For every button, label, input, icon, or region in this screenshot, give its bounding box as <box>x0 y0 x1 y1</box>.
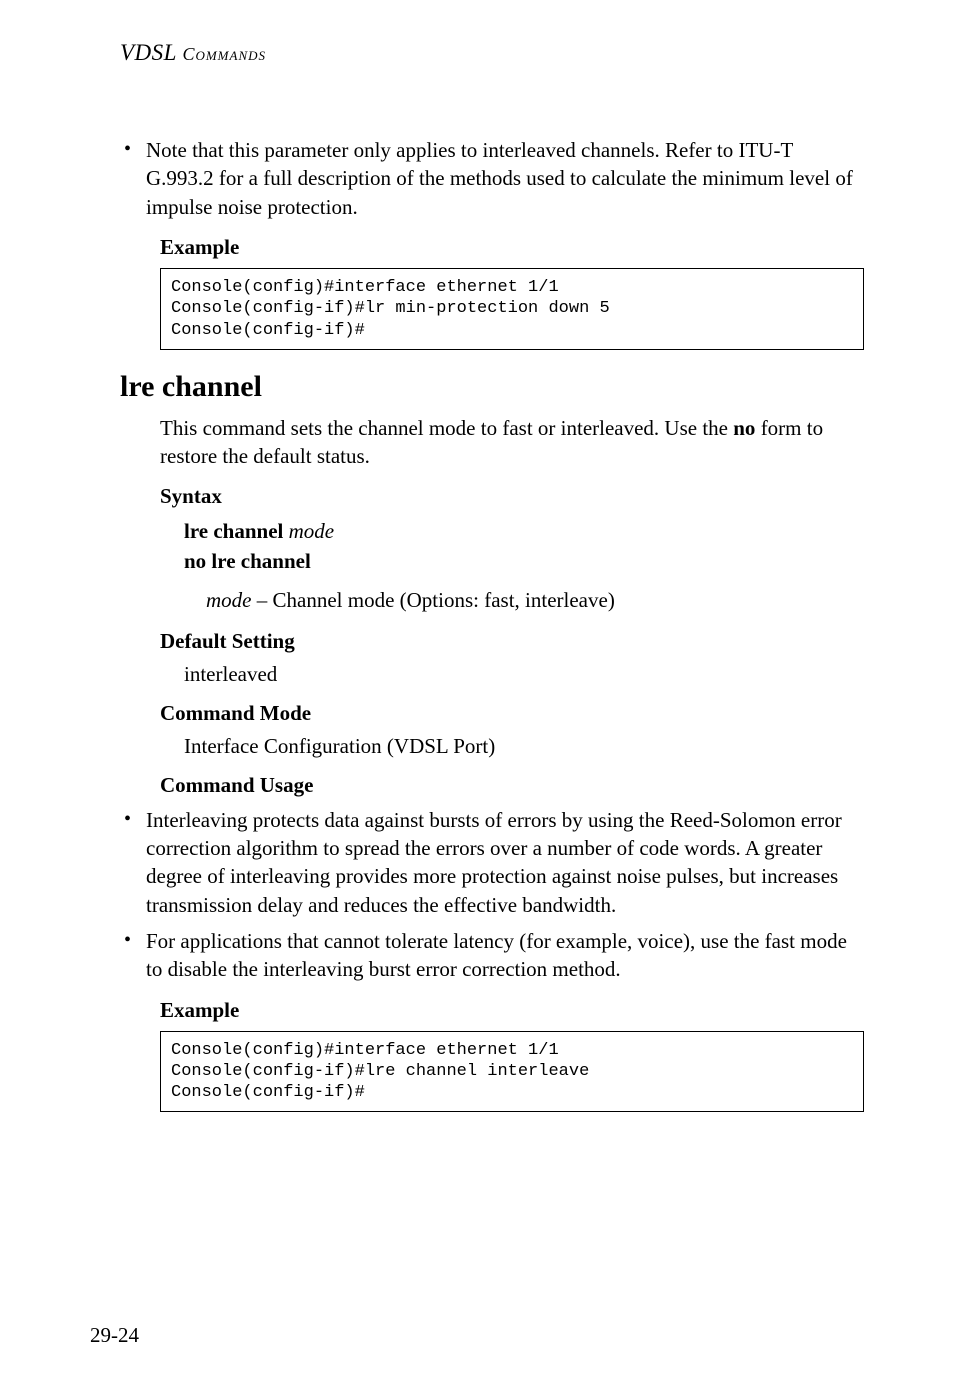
default-label: Default Setting <box>160 629 864 654</box>
cmdmode-label: Command Mode <box>160 701 864 726</box>
intro-bold: no <box>733 416 755 440</box>
syntax-arg-1: mode <box>283 519 334 543</box>
usage-bullet-1: Interleaving protects data against burst… <box>120 806 864 919</box>
default-value: interleaved <box>184 662 864 687</box>
syntax-line-2: no lre channel <box>184 547 864 576</box>
code-block-1: Console(config)#interface ethernet 1/1 C… <box>160 268 864 350</box>
arg-desc: – Channel mode (Options: fast, interleav… <box>252 588 615 612</box>
code-block-2: Console(config)#interface ethernet 1/1 C… <box>160 1031 864 1113</box>
page-number: 29-24 <box>90 1323 139 1348</box>
example-label-2: Example <box>160 998 864 1023</box>
running-header: VDSL Commands <box>120 40 864 66</box>
page: VDSL Commands Note that this parameter o… <box>0 0 954 1388</box>
example-label-1: Example <box>160 235 864 260</box>
syntax-cmd-2: no lre channel <box>184 549 311 573</box>
syntax-block: lre channel mode no lre channel <box>184 517 864 576</box>
syntax-cmd-1: lre channel <box>184 519 283 543</box>
top-bullet-list: Note that this parameter only applies to… <box>120 136 864 221</box>
arg-name: mode <box>206 588 252 612</box>
cmdmode-value: Interface Configuration (VDSL Port) <box>184 734 864 759</box>
arg-desc-block: mode – Channel mode (Options: fast, inte… <box>206 586 864 614</box>
header-title-smallcaps: Commands <box>177 44 266 64</box>
section-intro: This command sets the channel mode to fa… <box>160 414 864 471</box>
section-title: lre channel <box>120 370 864 404</box>
top-bullet-item: Note that this parameter only applies to… <box>120 136 864 221</box>
intro-pre: This command sets the channel mode to fa… <box>160 416 733 440</box>
syntax-label: Syntax <box>160 484 864 509</box>
syntax-line-1: lre channel mode <box>184 517 864 546</box>
usage-bullet-list: Interleaving protects data against burst… <box>120 806 864 984</box>
usage-bullet-2: For applications that cannot tolerate la… <box>120 927 864 984</box>
header-title-italic: VDSL <box>120 40 177 65</box>
usage-label: Command Usage <box>160 773 864 798</box>
